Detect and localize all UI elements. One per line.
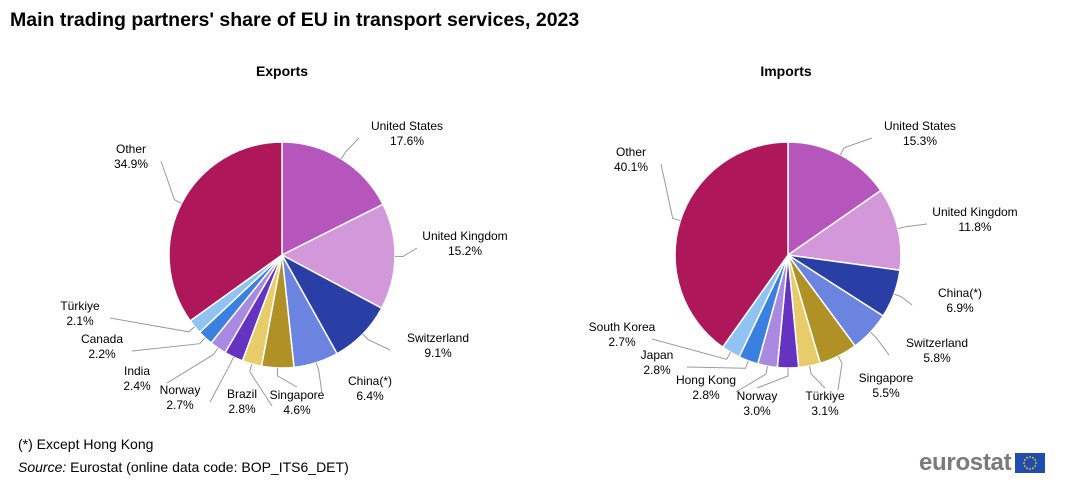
exports-label-other: Other 34.9% — [114, 142, 148, 171]
imports-leader-line-switzerland — [870, 331, 890, 356]
eu-flag-icon — [1015, 453, 1046, 473]
source-text: Eurostat (online data code: BOP_ITS6_DET… — [66, 459, 349, 475]
imports-slice-united-kingdom — [785, 189, 902, 272]
exports-leader-line-switzerland — [362, 333, 391, 351]
exports-slice-united-kingdom — [280, 203, 396, 310]
exports-label-united-states: United States 17.6% — [371, 119, 443, 148]
exports-leader-line-india — [166, 347, 219, 384]
exports-label-india: India 2.4% — [123, 364, 151, 393]
exports-slice-united-states — [281, 141, 385, 257]
exports-label-brazil: Brazil 2.8% — [227, 387, 257, 416]
exports-label-united-kingdom: United Kingdom 15.2% — [422, 229, 507, 258]
exports-pie-title: Exports — [256, 63, 308, 79]
exports-label-singapore: Singapore 4.6% — [270, 388, 325, 417]
exports-pie-chart: Exports United States 17.6% United Kingdom… — [60, 63, 507, 417]
exports-label-canada: Canada 2.2% — [81, 332, 123, 361]
exports-leader-line-china — [315, 362, 323, 394]
exports-leader-line-other — [160, 160, 182, 204]
imports-pie-title: Imports — [760, 63, 812, 79]
imports-slice-united-states — [787, 141, 882, 257]
logo-text: eurostat — [919, 449, 1012, 476]
imports-leader-line-japan — [686, 360, 749, 369]
imports-leader-line-united-kingdom — [897, 223, 928, 230]
imports-label-japan: Japan 2.8% — [641, 348, 674, 377]
imports-label-south-korea: South Korea 2.7% — [589, 320, 656, 349]
eurostat-logo: eurostat — [919, 449, 1046, 477]
imports-label-hong-kong: Hong Kong 2.8% — [676, 373, 736, 402]
exports-label-norway: Norway 2.7% — [160, 383, 201, 412]
imports-leader-line-t-rkiye — [809, 365, 826, 389]
exports-leader-line-t-rkiye — [109, 317, 196, 333]
exports-label-china: China(*) 6.4% — [348, 374, 392, 403]
exports-leader-line-norway — [209, 356, 235, 403]
imports-label-t-rkiye: Türkiye 3.1% — [805, 389, 845, 418]
exports-leader-line-united-states — [340, 137, 360, 160]
source-note: Source: Eurostat (online data code: BOP_… — [18, 459, 349, 475]
imports-leader-line-other — [660, 163, 681, 222]
imports-label-singapore: Singapore 5.5% — [859, 371, 914, 400]
imports-leader-line-united-states — [839, 137, 873, 156]
footnote: (*) Except Hong Kong — [18, 436, 154, 452]
exports-leader-line-united-kingdom — [394, 247, 418, 258]
imports-label-norway: Norway 3.0% — [737, 389, 778, 418]
imports-leader-line-singapore — [837, 355, 843, 391]
imports-label-united-states: United States 15.3% — [884, 119, 956, 148]
imports-leader-line-south-korea — [651, 338, 732, 360]
imports-leader-line-china — [893, 293, 913, 306]
exports-label-switzerland: Switzerland 9.1% — [407, 331, 469, 360]
exports-leader-line-canada — [131, 337, 206, 352]
exports-leader-line-singapore — [276, 367, 298, 388]
imports-label-united-kingdom: United Kingdom 11.8% — [932, 205, 1017, 234]
imports-leader-line-norway — [756, 368, 789, 389]
imports-label-switzerland: Switzerland 5.8% — [906, 336, 968, 365]
imports-label-other: Other 40.1% — [614, 145, 648, 174]
imports-pie-chart: Imports United States 15.3% United Kingdom… — [589, 63, 1018, 418]
imports-label-china: China(*) 6.9% — [938, 286, 982, 315]
exports-leader-line-brazil — [249, 363, 273, 407]
imports-leader-line-hong-kong — [735, 366, 768, 393]
chart-title: Main trading partners' share of EU in tr… — [10, 9, 580, 31]
imports-slice-other — [674, 141, 789, 349]
exports-label-t-rkiye: Türkiye 2.1% — [60, 299, 100, 328]
source-prefix: Source: — [18, 459, 67, 475]
